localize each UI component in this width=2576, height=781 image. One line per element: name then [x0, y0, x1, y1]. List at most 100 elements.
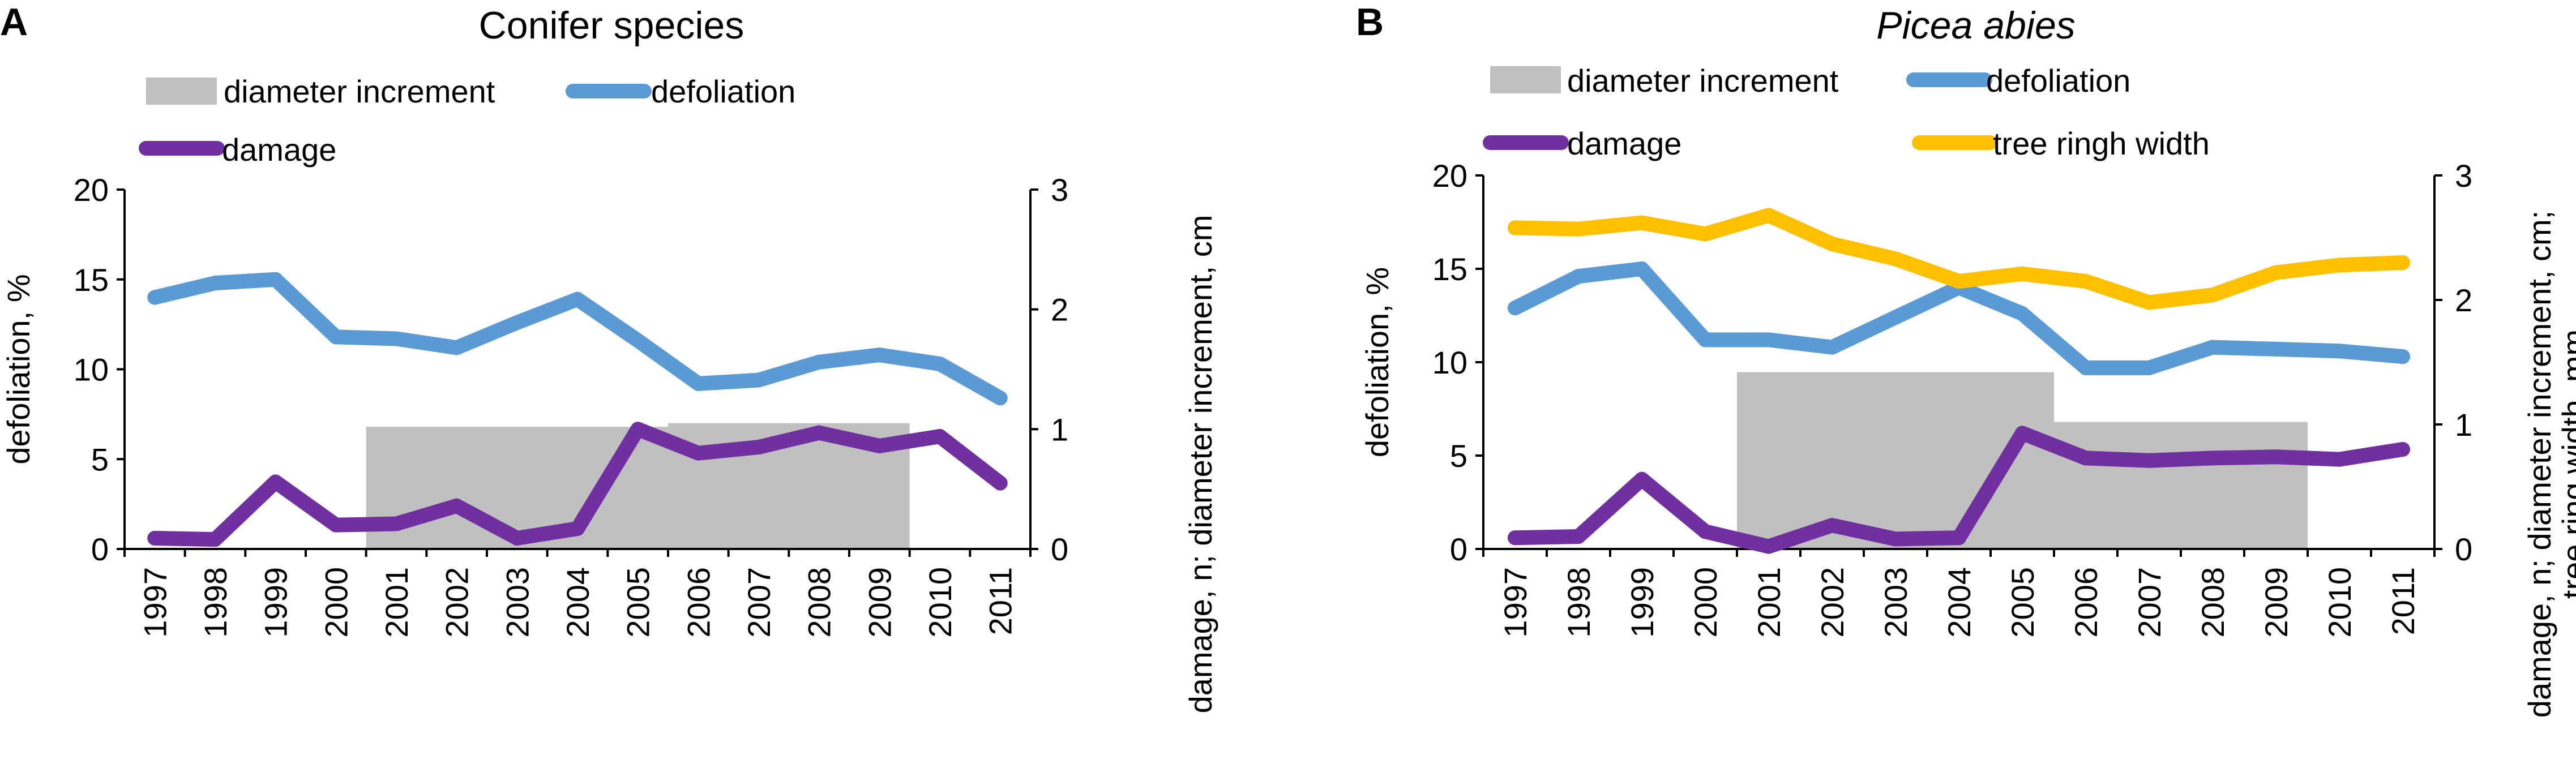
point-damage-2001 [1761, 539, 1776, 554]
x-tick-label-2000: 2000 [1688, 567, 1723, 638]
x-tick-label-2005: 2005 [621, 567, 656, 638]
point-defoliation-2008 [2205, 340, 2220, 355]
x-tick-label-2005: 2005 [2005, 567, 2040, 638]
point-tree-ringh-width-1998 [1571, 221, 1586, 237]
y-left-tick-label: 5 [91, 441, 109, 477]
point-defoliation-2011 [2395, 349, 2410, 364]
point-damage-1997 [147, 530, 162, 546]
x-tick-label-2000: 2000 [318, 567, 354, 638]
x-tick-label-2003: 2003 [1878, 567, 1914, 638]
point-damage-2004 [570, 521, 585, 537]
y-right-tick-label: 1 [2455, 407, 2472, 443]
y-left-tick-label: 5 [1450, 438, 1467, 474]
point-tree-ringh-width-2008 [2205, 287, 2220, 303]
x-tick-label-2001: 2001 [379, 567, 414, 638]
x-tick-label-2001: 2001 [1751, 567, 1787, 638]
point-damage-2010 [932, 429, 947, 444]
x-tick-label-2006: 2006 [2068, 567, 2104, 638]
point-defoliation-1998 [1571, 269, 1586, 284]
point-tree-ringh-width-2002 [1825, 237, 1839, 251]
point-damage-2002 [449, 498, 464, 513]
point-defoliation-2006 [691, 376, 706, 391]
point-defoliation-2009 [2269, 341, 2283, 357]
point-damage-2009 [2269, 449, 2283, 465]
point-damage-2011 [992, 475, 1008, 491]
point-defoliation-1997 [147, 290, 162, 305]
point-damage-2002 [1825, 518, 1839, 533]
x-tick-label-2004: 2004 [1941, 567, 1977, 638]
y-left-tick-label: 10 [74, 352, 109, 388]
point-defoliation-2003 [510, 315, 525, 330]
panel-label: A [0, 1, 28, 44]
x-tick-label-2002: 2002 [1815, 567, 1850, 638]
x-tick-label-2009: 2009 [2258, 567, 2294, 638]
x-tick-label-1998: 1998 [1561, 567, 1597, 638]
point-defoliation-2000 [328, 329, 344, 345]
point-tree-ringh-width-2011 [2395, 255, 2410, 270]
point-damage-2003 [1888, 531, 1903, 547]
x-tick-label-2010: 2010 [922, 567, 958, 638]
x-tick-label-2006: 2006 [681, 567, 716, 638]
point-damage-2011 [2395, 442, 2410, 457]
point-damage-2000 [1698, 524, 1713, 539]
y-axis-left-label: defoliation, % [1359, 267, 1395, 457]
point-defoliation-2000 [1698, 332, 1713, 347]
x-tick-label-1999: 1999 [258, 567, 294, 638]
point-defoliation-2002 [1825, 340, 1839, 355]
point-tree-ringh-width-2005 [2015, 266, 2030, 281]
point-defoliation-2011 [992, 390, 1008, 406]
x-tick-label-2008: 2008 [802, 567, 837, 638]
x-tick-label-2010: 2010 [2322, 567, 2357, 638]
point-damage-2009 [872, 438, 887, 453]
point-damage-1998 [208, 532, 222, 547]
point-damage-2007 [2142, 453, 2156, 468]
point-damage-2003 [510, 530, 525, 546]
x-tick-label-2009: 2009 [862, 567, 897, 638]
panel-label: B [1356, 1, 1384, 44]
point-tree-ringh-width-1997 [1508, 220, 1522, 235]
y-right-tick-label: 0 [1051, 531, 1068, 567]
point-damage-2001 [389, 516, 404, 531]
y-axis-left-label: defoliation, % [1, 274, 36, 464]
legend-label-diameter-increment: diameter increment [224, 74, 495, 109]
point-damage-2006 [2078, 450, 2093, 466]
legend-label-diameter-increment: diameter increment [1567, 63, 1839, 98]
point-damage-2006 [691, 445, 706, 461]
y-left-tick-label: 0 [91, 531, 109, 567]
x-tick-label-2007: 2007 [741, 567, 777, 638]
point-damage-2004 [1952, 530, 1966, 546]
bar-diameter-increment-2006-2009 [2054, 422, 2308, 549]
point-damage-2005 [2015, 426, 2030, 441]
y-left-tick-label: 20 [1432, 158, 1467, 194]
point-damage-2008 [811, 425, 827, 440]
point-damage-2007 [751, 440, 766, 455]
x-tick-label-2007: 2007 [2132, 567, 2167, 638]
x-tick-label-1998: 1998 [198, 567, 233, 638]
chart-title: Conifer species [479, 4, 744, 47]
x-tick-label-2002: 2002 [439, 567, 475, 638]
legend-label-damage: damage [222, 132, 336, 168]
y-axis-right-label: damage, n; diameter increment, cm; [2522, 211, 2557, 718]
point-tree-ringh-width-2009 [2269, 265, 2283, 280]
point-tree-ringh-width-2004 [1952, 274, 1966, 289]
y-left-tick-label: 15 [74, 262, 109, 298]
point-defoliation-1997 [1508, 301, 1522, 316]
y-right-tick-label: 2 [1051, 292, 1068, 328]
y-axis-right-label: damage, n; diameter increment, cm [1183, 215, 1218, 714]
point-tree-ringh-width-2001 [1761, 208, 1776, 223]
point-damage-1999 [268, 474, 283, 490]
point-defoliation-2007 [2142, 360, 2156, 375]
x-tick-label-2011: 2011 [983, 567, 1019, 635]
point-defoliation-2010 [2332, 344, 2347, 359]
point-damage-1997 [1508, 530, 1522, 546]
legend-label-damage: damage [1567, 126, 1681, 161]
point-defoliation-2002 [449, 340, 464, 355]
legend-label-defoliation: defoliation [1986, 63, 2130, 98]
point-defoliation-1999 [1634, 261, 1649, 276]
y-right-tick-label: 3 [1051, 172, 1068, 208]
point-defoliation-2009 [872, 347, 887, 363]
x-tick-label-1997: 1997 [137, 567, 173, 638]
y-right-tick-label: 1 [1051, 411, 1068, 447]
